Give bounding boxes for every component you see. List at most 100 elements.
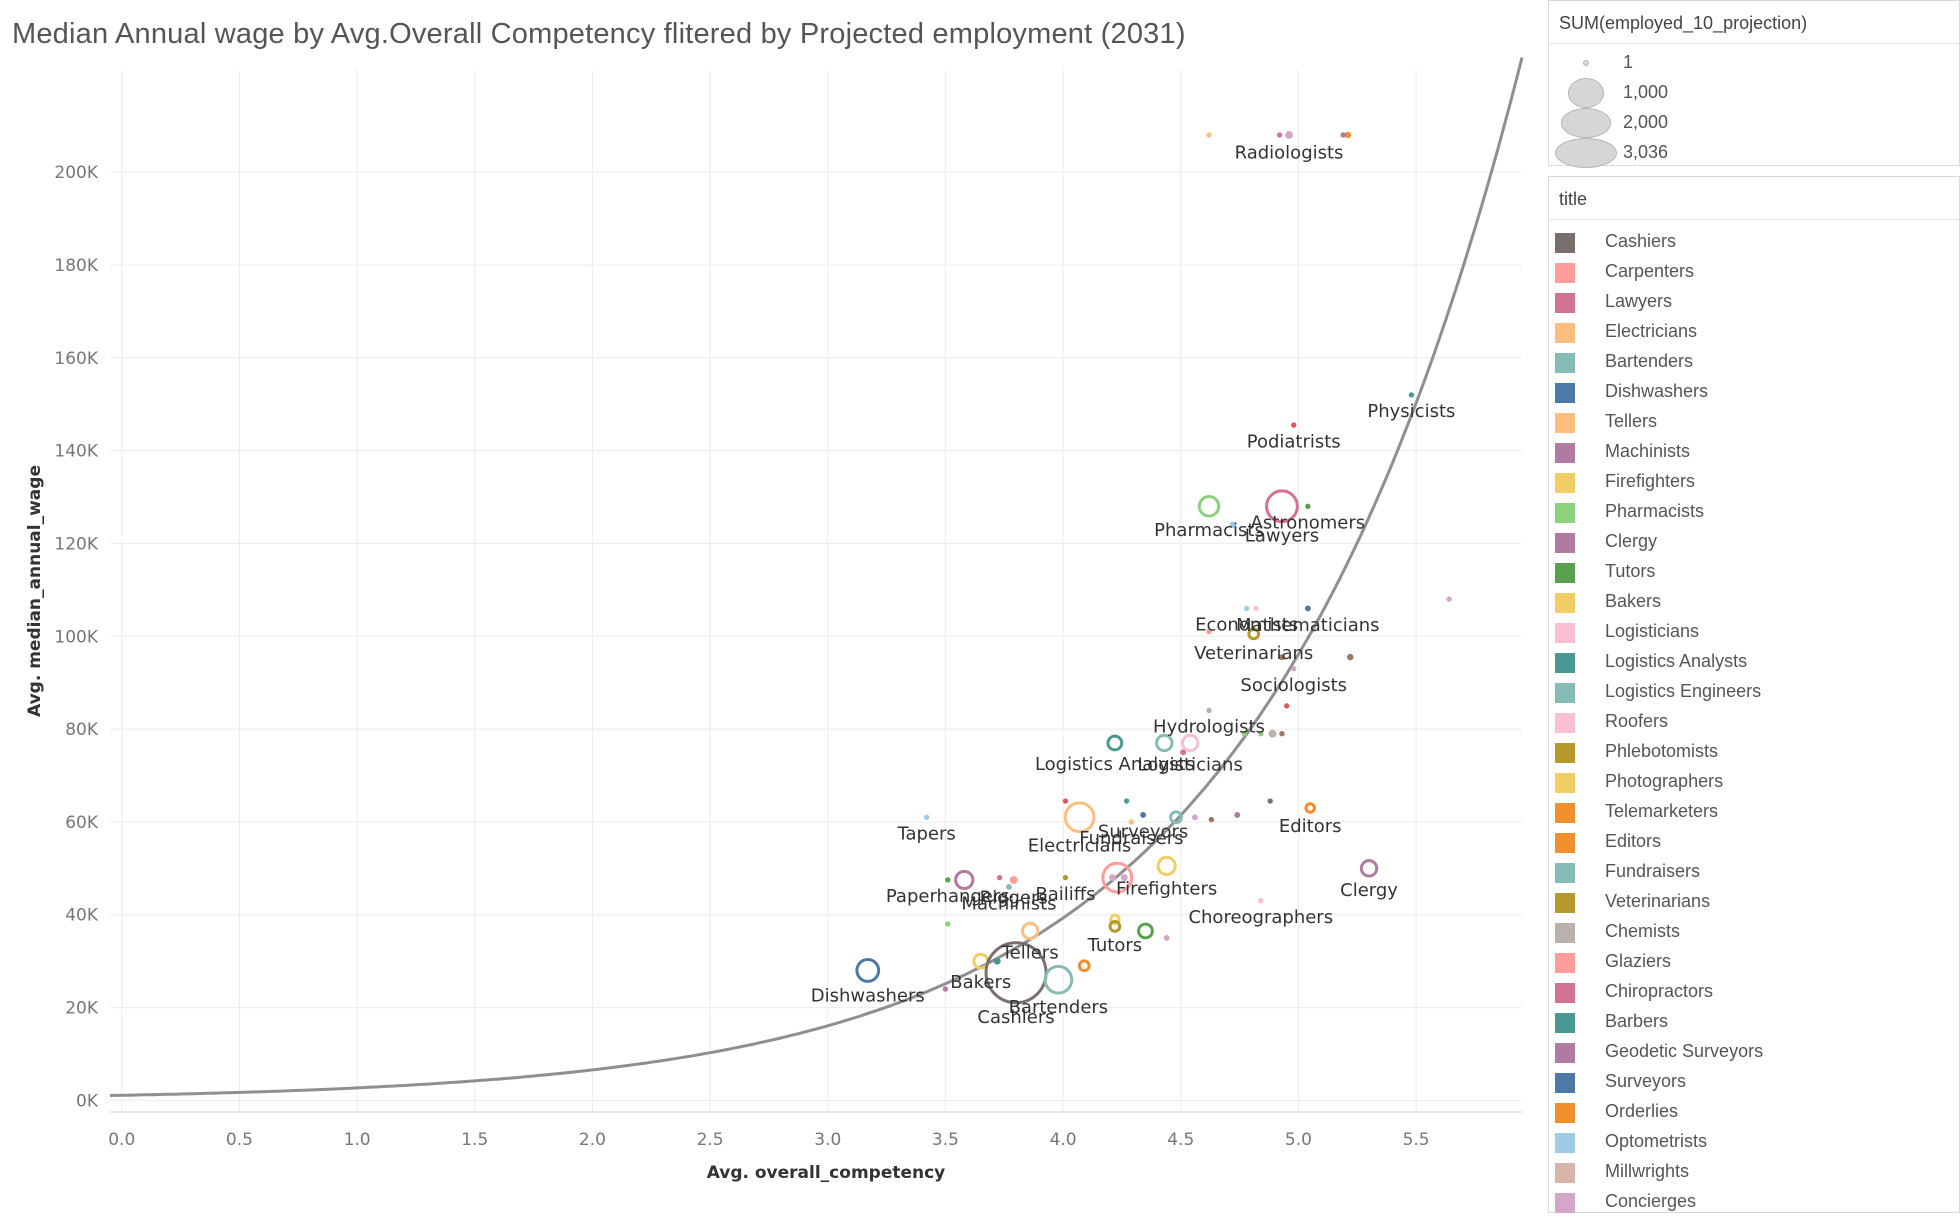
- color-legend-item[interactable]: Millwrights: [1549, 1156, 1959, 1186]
- data-point[interactable]: [923, 814, 930, 820]
- data-point[interactable]: [1163, 935, 1170, 941]
- data-point[interactable]: [1276, 132, 1283, 138]
- color-legend-item[interactable]: Roofers: [1549, 706, 1959, 736]
- data-point[interactable]: [1206, 132, 1212, 138]
- color-legend-item[interactable]: Pharmacists: [1549, 496, 1959, 526]
- data-point[interactable]: [1243, 605, 1250, 612]
- color-legend-item[interactable]: Cashiers: [1549, 226, 1959, 256]
- data-point[interactable]: [1283, 703, 1290, 709]
- data-point[interactable]: [1359, 859, 1379, 878]
- data-point[interactable]: [1140, 812, 1147, 818]
- data-point[interactable]: [1106, 734, 1124, 752]
- color-legend-item[interactable]: Carpenters: [1549, 256, 1959, 286]
- color-legend-item[interactable]: Electricians: [1549, 316, 1959, 346]
- data-point[interactable]: [1208, 816, 1215, 823]
- color-legend-item[interactable]: Telemarketers: [1549, 796, 1959, 826]
- data-point[interactable]: [1291, 422, 1297, 428]
- data-point[interactable]: [1169, 810, 1184, 825]
- data-point[interactable]: [1304, 605, 1311, 612]
- color-legend-item[interactable]: Logistics Analysts: [1549, 646, 1959, 676]
- color-legend-item[interactable]: Lawyers: [1549, 286, 1959, 316]
- color-legend-item[interactable]: Veterinarians: [1549, 886, 1959, 916]
- data-point[interactable]: [1006, 883, 1012, 890]
- color-legend-item[interactable]: Clergy: [1549, 526, 1959, 556]
- data-point[interactable]: [1234, 812, 1241, 818]
- data-point[interactable]: [1191, 814, 1198, 821]
- data-point[interactable]: [1156, 855, 1177, 877]
- color-legend-item[interactable]: Editors: [1549, 826, 1959, 856]
- data-point[interactable]: [1265, 489, 1299, 524]
- color-legend-item[interactable]: Chiropractors: [1549, 976, 1959, 1006]
- data-point[interactable]: [945, 921, 951, 927]
- data-point[interactable]: [1267, 798, 1273, 804]
- data-point[interactable]: [1101, 861, 1134, 894]
- color-legend-item[interactable]: Tellers: [1549, 406, 1959, 436]
- data-point[interactable]: [996, 874, 1003, 881]
- data-points[interactable]: [855, 131, 1452, 1005]
- data-point[interactable]: [1304, 802, 1316, 814]
- data-point[interactable]: [1180, 733, 1200, 753]
- color-legend-item[interactable]: Bakers: [1549, 586, 1959, 616]
- data-point[interactable]: [1279, 731, 1285, 737]
- data-point[interactable]: [1062, 874, 1069, 881]
- data-point[interactable]: [1305, 503, 1311, 509]
- color-legend-item[interactable]: Phlebotomists: [1549, 736, 1959, 766]
- color-legend-items[interactable]: Cashiers Carpenters Lawyers Electricians Bar…: [1549, 220, 1959, 1216]
- data-point[interactable]: [1020, 921, 1040, 941]
- color-legend-item[interactable]: Logisticians: [1549, 616, 1959, 646]
- data-point[interactable]: [1229, 521, 1236, 529]
- size-legend[interactable]: SUM(employed_10_projection) 1 1,000 2,000 3…: [1548, 0, 1960, 168]
- data-point[interactable]: [1279, 654, 1285, 661]
- color-legend-item[interactable]: Chemists: [1549, 916, 1959, 946]
- data-point[interactable]: [993, 957, 1001, 965]
- color-legend-item[interactable]: Logistics Engineers: [1549, 676, 1959, 706]
- color-legend-item[interactable]: Bartenders: [1549, 346, 1959, 376]
- color-legend[interactable]: title Cashiers Carpenters Lawyers Electrici…: [1548, 176, 1960, 1213]
- data-point[interactable]: [945, 877, 951, 883]
- data-point[interactable]: [1241, 731, 1248, 737]
- data-point[interactable]: [1197, 495, 1221, 518]
- data-point[interactable]: [1062, 798, 1069, 804]
- data-point[interactable]: [954, 869, 975, 891]
- color-legend-item[interactable]: Orderlies: [1549, 1096, 1959, 1126]
- data-point[interactable]: [1108, 919, 1122, 933]
- data-point[interactable]: [1408, 392, 1415, 398]
- data-point[interactable]: [1109, 913, 1121, 926]
- color-legend-item[interactable]: Concierges: [1549, 1186, 1959, 1216]
- data-point[interactable]: [1043, 964, 1074, 995]
- data-point[interactable]: [1155, 733, 1174, 753]
- data-point[interactable]: [1180, 749, 1187, 756]
- color-legend-item[interactable]: Firefighters: [1549, 466, 1959, 496]
- data-point[interactable]: [1253, 605, 1259, 612]
- data-point[interactable]: [1285, 131, 1293, 139]
- data-point[interactable]: [1346, 653, 1354, 661]
- color-legend-item[interactable]: Barbers: [1549, 1006, 1959, 1036]
- color-legend-item[interactable]: Surveyors: [1549, 1066, 1959, 1096]
- data-point[interactable]: [1063, 801, 1096, 834]
- data-point[interactable]: [1344, 131, 1352, 139]
- data-point[interactable]: [1128, 819, 1135, 825]
- data-point[interactable]: [1258, 898, 1264, 904]
- trend-line[interactable]: [109, 57, 1524, 1097]
- data-point[interactable]: [1340, 132, 1346, 138]
- data-point[interactable]: [1258, 731, 1264, 737]
- data-point[interactable]: [1268, 729, 1277, 738]
- data-point[interactable]: [1120, 874, 1128, 882]
- data-point[interactable]: [1077, 959, 1091, 973]
- data-point[interactable]: [1446, 596, 1452, 602]
- color-legend-item[interactable]: Optometrists: [1549, 1126, 1959, 1156]
- color-legend-item[interactable]: Dishwashers: [1549, 376, 1959, 406]
- data-point[interactable]: [1123, 798, 1130, 804]
- data-point[interactable]: [855, 958, 881, 983]
- scatter-plot[interactable]: 0K 20K 40K 60K 80K 100K 120K 140K 160K 180K 200K 0…: [0, 0, 1540, 1213]
- data-point[interactable]: [1137, 922, 1154, 940]
- data-point[interactable]: [1247, 627, 1261, 641]
- color-legend-item[interactable]: Glaziers: [1549, 946, 1959, 976]
- data-point[interactable]: [1291, 666, 1297, 672]
- color-legend-item[interactable]: Geodetic Surveyors: [1549, 1036, 1959, 1066]
- color-legend-item[interactable]: Tutors: [1549, 556, 1959, 586]
- color-legend-item[interactable]: Photographers: [1549, 766, 1959, 796]
- data-point[interactable]: [1206, 707, 1212, 714]
- data-point[interactable]: [1009, 875, 1018, 884]
- color-legend-item[interactable]: Fundraisers: [1549, 856, 1959, 886]
